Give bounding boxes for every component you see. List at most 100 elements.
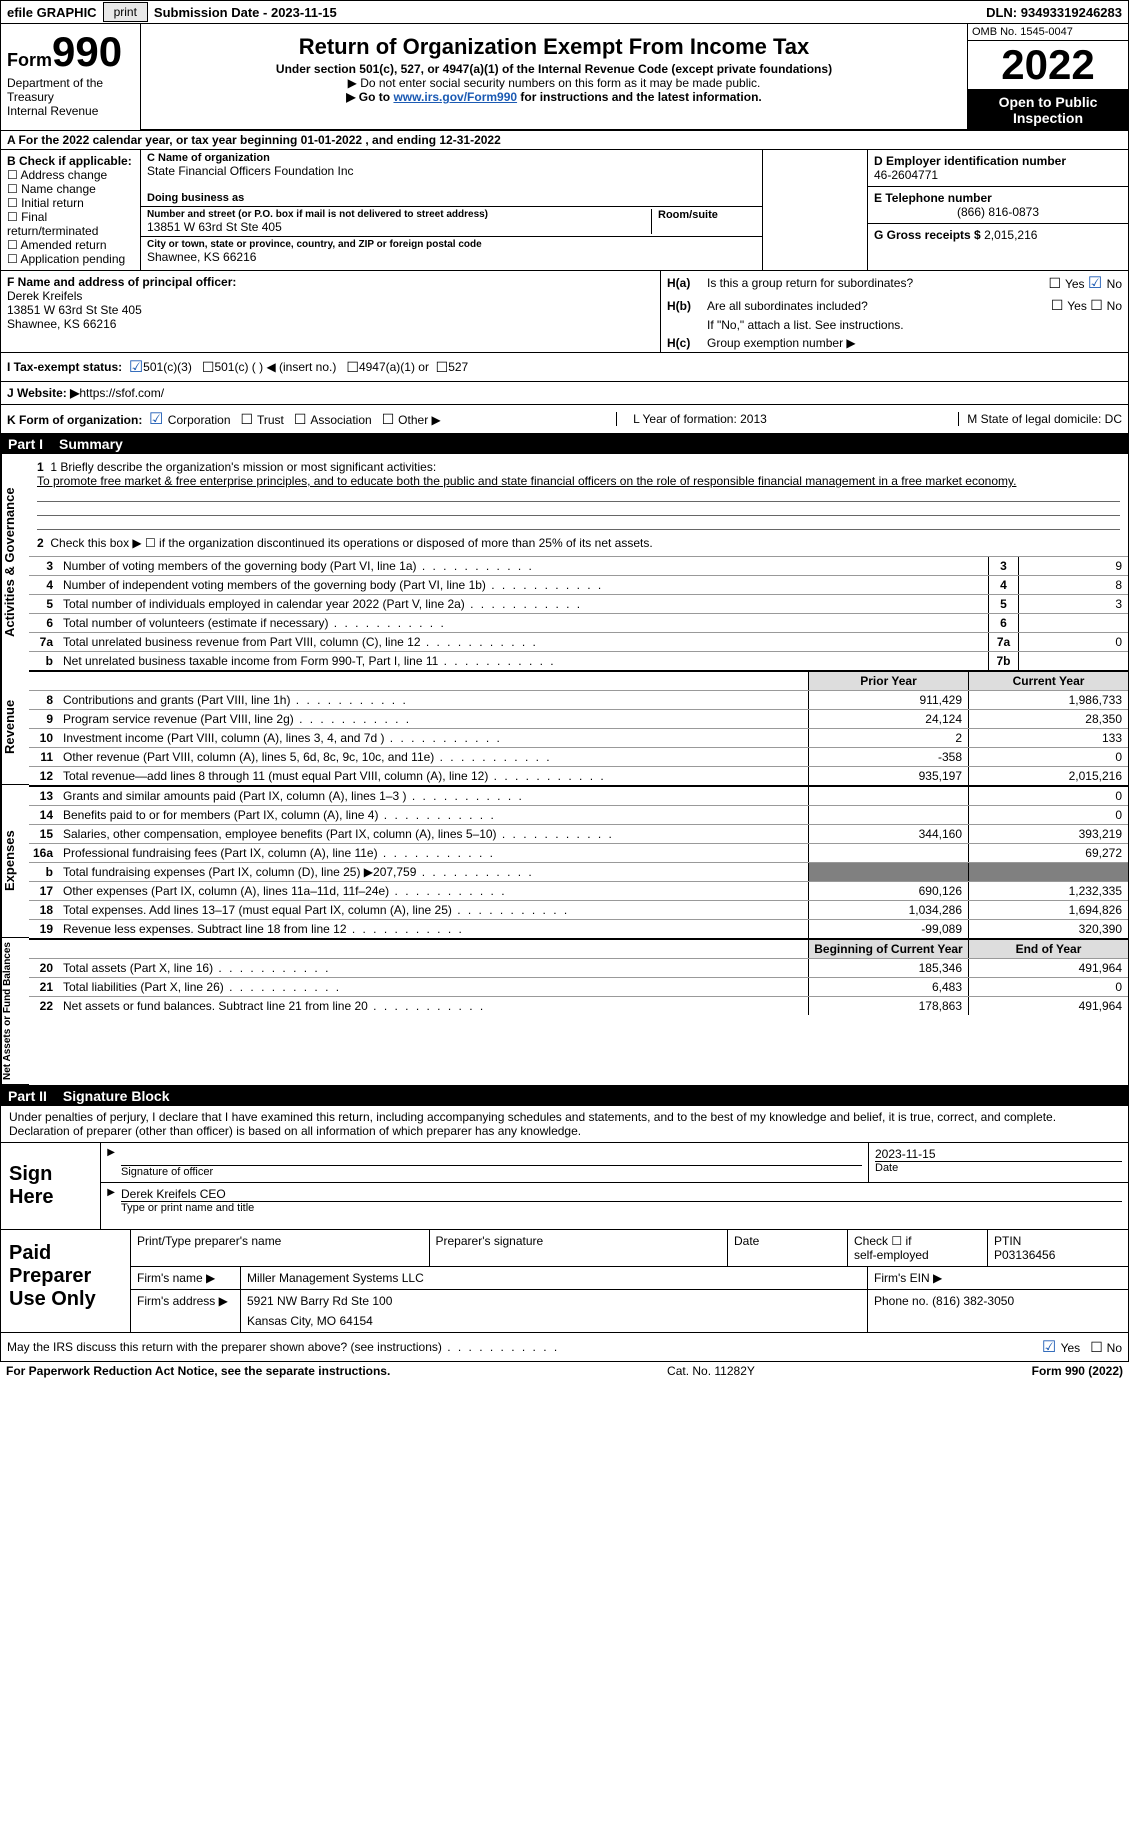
checkbox-amended-return[interactable]: Amended return — [7, 238, 134, 252]
officer-name-title: Derek Kreifels CEO — [121, 1187, 1122, 1201]
form-header: Form990 Department of the Treasury Inter… — [0, 24, 1129, 131]
form-note-1: ▶ Do not enter social security numbers o… — [147, 76, 961, 90]
hb-yes[interactable]: Yes — [1051, 299, 1087, 313]
checkbox-application-pending[interactable]: Application pending — [7, 252, 134, 266]
city-state-zip: Shawnee, KS 66216 — [147, 250, 756, 264]
col-current-year: Current Year — [968, 672, 1128, 690]
box-c-label: C Name of organization — [147, 152, 756, 164]
form-subtitle: Under section 501(c), 527, or 4947(a)(1)… — [147, 62, 961, 76]
name-title-label: Type or print name and title — [121, 1201, 1122, 1214]
part-2-header: Part II Signature Block — [0, 1086, 1129, 1106]
row-k: K Form of organization: Corporation Trus… — [0, 405, 1129, 434]
4947-check[interactable] — [346, 359, 359, 376]
part-1-header: Part I Summary — [0, 434, 1129, 454]
addr-label: Number and street (or P.O. box if mail i… — [147, 209, 651, 220]
city-label: City or town, state or province, country… — [147, 239, 756, 250]
ein: 46-2604771 — [874, 168, 1122, 182]
box-b-label: B Check if applicable: — [7, 154, 134, 168]
dba-label: Doing business as — [147, 192, 756, 204]
irs-label: Internal Revenue Service — [7, 104, 134, 118]
box-d-label: D Employer identification number — [874, 154, 1122, 168]
checkbox-address-change[interactable]: Address change — [7, 168, 134, 182]
ptin-label: PTIN — [994, 1234, 1122, 1248]
box-f-label: F Name and address of principal officer: — [7, 275, 654, 289]
501c3-check[interactable] — [129, 357, 143, 377]
summary-row-18: 18Total expenses. Add lines 13–17 (must … — [29, 900, 1128, 919]
prep-phone: (816) 382-3050 — [932, 1294, 1014, 1308]
summary-row-b: bNet unrelated business taxable income f… — [29, 651, 1128, 670]
footer-mid: Cat. No. 11282Y — [390, 1364, 1031, 1378]
block-f: F Name and address of principal officer:… — [0, 270, 1129, 353]
signature-intro: Under penalties of perjury, I declare th… — [0, 1106, 1129, 1142]
summary-row-22: 22Net assets or fund balances. Subtract … — [29, 996, 1128, 1015]
checkbox-name-change[interactable]: Name change — [7, 182, 134, 196]
print-button[interactable]: print — [103, 2, 148, 22]
firm-addr1: 5921 NW Barry Rd Ste 100 — [247, 1294, 861, 1308]
ptin-value: P03136456 — [994, 1248, 1122, 1262]
summary-row-8: 8Contributions and grants (Part VIII, li… — [29, 690, 1128, 709]
ha-yes[interactable]: Yes — [1048, 277, 1084, 291]
firm-addr-label: Firm's address ▶ — [131, 1290, 241, 1332]
top-bar: efile GRAPHIC print Submission Date - 20… — [0, 0, 1129, 24]
summary-section: Activities & Governance 1 1 Briefly desc… — [0, 454, 1129, 1086]
efile-label: efile GRAPHIC — [1, 5, 103, 20]
footer-right: Form 990 (2022) — [1032, 1364, 1123, 1378]
year-formation: L Year of formation: 2013 — [616, 412, 783, 426]
summary-row-5: 5Total number of individuals employed in… — [29, 594, 1128, 613]
527-check[interactable] — [436, 359, 449, 376]
summary-row-16a: 16aProfessional fundraising fees (Part I… — [29, 843, 1128, 862]
side-activities: Activities & Governance — [1, 454, 29, 670]
officer-addr2: Shawnee, KS 66216 — [7, 317, 654, 331]
box-e-label: E Telephone number — [874, 191, 1122, 205]
omb-number: OMB No. 1545-0047 — [968, 24, 1128, 41]
ha-no[interactable]: No — [1088, 277, 1122, 291]
discuss-no[interactable] — [1090, 1341, 1106, 1355]
summary-row-10: 10Investment income (Part VIII, column (… — [29, 728, 1128, 747]
checkbox-final-return-terminated[interactable]: Final return/terminated — [7, 210, 134, 238]
officer-name: Derek Kreifels — [7, 289, 654, 303]
col-begin-year: Beginning of Current Year — [808, 940, 968, 958]
checkbox-initial-return[interactable]: Initial return — [7, 196, 134, 210]
other-check[interactable] — [382, 413, 398, 427]
officer-addr1: 13851 W 63rd St Ste 405 — [7, 303, 654, 317]
summary-row-21: 21Total liabilities (Part X, line 26)6,4… — [29, 977, 1128, 996]
website-url: https://sfof.com/ — [79, 386, 164, 400]
dept-label: Department of the Treasury — [7, 76, 134, 104]
summary-row-4: 4Number of independent voting members of… — [29, 575, 1128, 594]
trust-check[interactable] — [241, 413, 257, 427]
summary-row-11: 11Other revenue (Part VIII, column (A), … — [29, 747, 1128, 766]
col-end-year: End of Year — [968, 940, 1128, 958]
col-prior-year: Prior Year — [808, 672, 968, 690]
gross-receipts: 2,015,216 — [984, 228, 1037, 242]
corp-check[interactable] — [149, 413, 168, 427]
hb-no[interactable]: No — [1090, 299, 1122, 313]
summary-row-15: 15Salaries, other compensation, employee… — [29, 824, 1128, 843]
form-note-2: ▶ Go to www.irs.gov/Form990 for instruct… — [147, 90, 961, 104]
org-name: State Financial Officers Foundation Inc — [147, 164, 756, 178]
firm-addr2: Kansas City, MO 64154 — [247, 1308, 861, 1328]
firm-name: Miller Management Systems LLC — [241, 1267, 868, 1289]
row-i: I Tax-exempt status: 501(c)(3) 501(c) ( … — [0, 353, 1129, 382]
assoc-check[interactable] — [294, 413, 310, 427]
street-address: 13851 W 63rd St Ste 405 — [147, 220, 651, 234]
side-expenses: Expenses — [1, 785, 29, 938]
501c-check[interactable] — [202, 359, 215, 376]
summary-row-19: 19Revenue less expenses. Subtract line 1… — [29, 919, 1128, 938]
prep-date-label: Date — [728, 1230, 848, 1266]
side-net-assets: Net Assets or Fund Balances — [1, 938, 29, 1085]
discuss-yes[interactable] — [1042, 1341, 1061, 1355]
irs-link[interactable]: www.irs.gov/Form990 — [393, 90, 517, 104]
firm-name-label: Firm's name ▶ — [131, 1267, 241, 1289]
sign-here-label: Sign Here — [1, 1143, 101, 1229]
firm-ein-label: Firm's EIN ▶ — [868, 1267, 1128, 1289]
side-revenue: Revenue — [1, 670, 29, 785]
summary-row-13: 13Grants and similar amounts paid (Part … — [29, 785, 1128, 805]
submission-label: Submission Date - 2023-11-15 — [148, 5, 343, 20]
dln-label: DLN: 93493319246283 — [980, 5, 1128, 20]
form-number: 990 — [52, 28, 122, 75]
summary-row-7a: 7aTotal unrelated business revenue from … — [29, 632, 1128, 651]
sign-block: Sign Here Signature of officer 2023-11-1… — [0, 1142, 1129, 1230]
summary-row-20: 20Total assets (Part X, line 16)185,3464… — [29, 958, 1128, 977]
block-b: B Check if applicable: Address changeNam… — [0, 150, 1129, 270]
preparer-block: Paid Preparer Use Only Print/Type prepar… — [0, 1230, 1129, 1333]
